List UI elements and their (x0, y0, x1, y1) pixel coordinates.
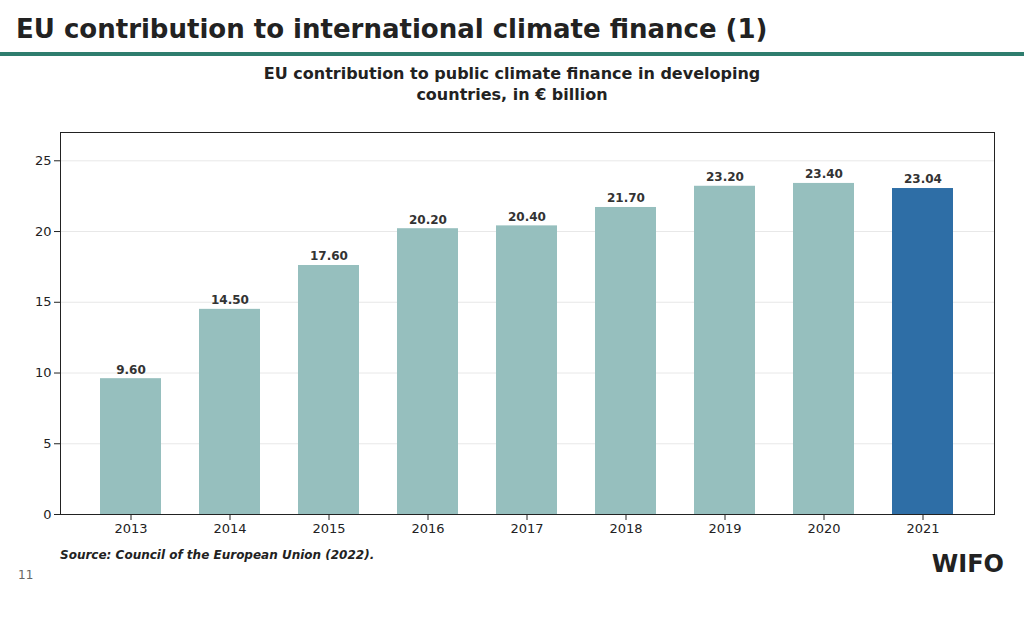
svg-text:2020: 2020 (807, 520, 840, 535)
svg-text:2014: 2014 (213, 520, 246, 535)
svg-text:5: 5 (43, 436, 51, 451)
svg-text:2021: 2021 (906, 520, 939, 535)
html-text:Source: Council of the Europea: Source: Council of the European Union (2… (60, 547, 375, 562)
svg-text:21.70: 21.70 (607, 191, 645, 205)
svg-text:2018: 2018 (609, 520, 642, 535)
html-text:11: 11 (18, 567, 34, 582)
svg-text:14.50: 14.50 (211, 293, 249, 307)
svg-text:10: 10 (35, 365, 52, 380)
html-text:EU contribution to internation: EU contribution to international climate… (16, 14, 768, 44)
svg-text:0: 0 (43, 506, 51, 521)
svg-text:23.40: 23.40 (805, 167, 843, 181)
svg-text:20.20: 20.20 (409, 212, 447, 226)
html-text:WIFO: WIFO (931, 549, 1004, 578)
svg-text:2013: 2013 (114, 520, 147, 535)
svg-text:20: 20 (35, 223, 52, 238)
html-text:EU contribution to public clim: EU contribution to public climate financ… (263, 64, 761, 83)
svg-text:17.60: 17.60 (310, 249, 348, 263)
svg-text:2016: 2016 (411, 520, 444, 535)
svg-text:2019: 2019 (708, 520, 741, 535)
svg-text:15: 15 (35, 294, 52, 309)
svg-text:25: 25 (35, 153, 52, 168)
svg-text:23.20: 23.20 (706, 170, 744, 184)
svg-text:23.04: 23.04 (904, 172, 942, 186)
svg-text:20.40: 20.40 (508, 209, 546, 223)
html-text:countries, in € billion: countries, in € billion (416, 84, 608, 104)
svg-text:2017: 2017 (510, 520, 543, 535)
svg-text:9.60: 9.60 (116, 362, 146, 376)
svg-text:2015: 2015 (312, 520, 345, 535)
